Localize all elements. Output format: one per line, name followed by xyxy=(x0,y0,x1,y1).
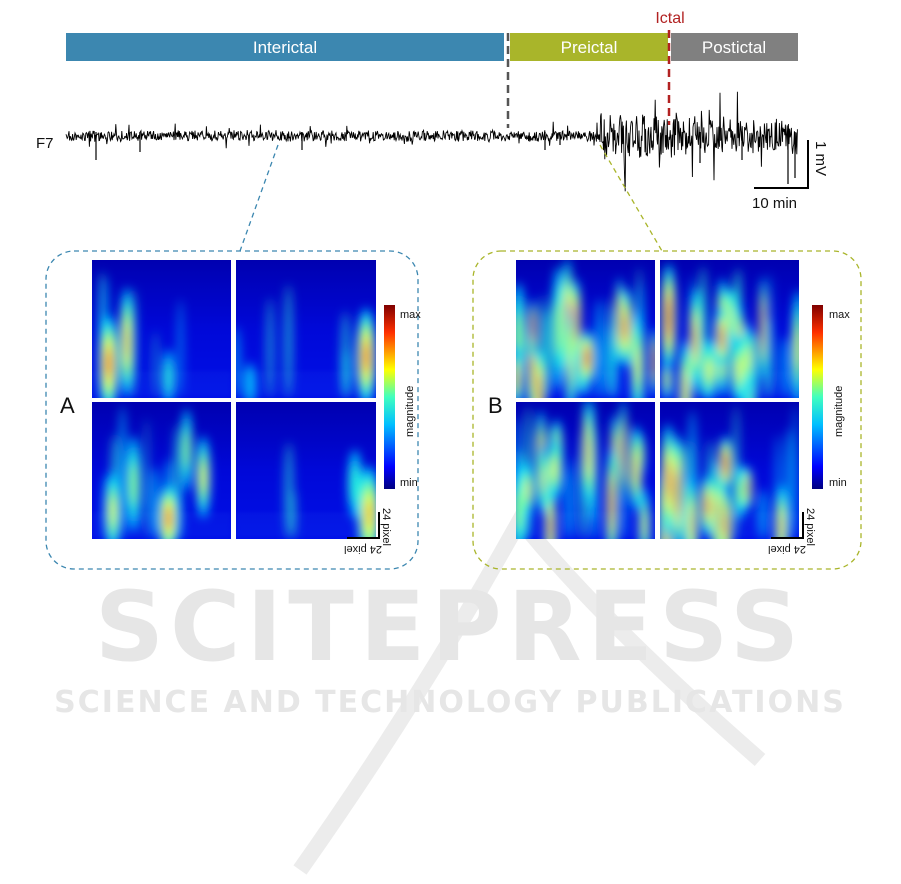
phase-bar: Interictal Preictal Postictal Ictal xyxy=(66,10,798,61)
zoom-line-preictal xyxy=(599,144,663,252)
spectrogram-tile xyxy=(516,402,655,539)
panel-a-pixel-scale-bar xyxy=(347,512,380,539)
panel-a: A max magnitude min 24 pixel 24 pixel xyxy=(45,250,421,570)
phase-ictal-label: Ictal xyxy=(655,10,684,27)
spectrogram-tile xyxy=(516,260,655,398)
panel-a-letter: A xyxy=(60,393,75,418)
scale-bar-lines xyxy=(754,140,809,189)
panel-a-pixel-scale-vertical: 24 pixel xyxy=(380,508,392,546)
panel-a-colorbar-min: min xyxy=(400,477,418,489)
panel-b-spectrograms xyxy=(516,260,799,539)
phase-preictal-label: Preictal xyxy=(561,38,618,57)
phase-postictal-label: Postictal xyxy=(702,38,766,57)
eeg-scale-bar: 1 mV 10 min xyxy=(752,140,829,212)
phase-preictal-segment xyxy=(510,33,668,61)
spectrogram-tile xyxy=(92,260,231,398)
panel-b-pixel-scale-vertical: 24 pixel xyxy=(804,508,816,546)
phase-interictal-segment xyxy=(66,33,504,61)
panel-a-colorbar xyxy=(384,305,395,489)
panel-b: B max magnitude min 24 pixel 24 pixel xyxy=(472,250,862,570)
panel-b-colorbar-max: max xyxy=(829,309,850,321)
panel-a-pixel-scale-horizontal: 24 pixel xyxy=(344,543,382,555)
panel-b-pixel-scale-bar xyxy=(771,512,804,539)
spectrogram-tile xyxy=(92,402,231,539)
panel-a-spectrograms xyxy=(92,260,376,539)
panel-b-letter: B xyxy=(488,393,503,418)
watermark: SCITEPRESS SCIENCE AND TECHNOLOGY PUBLIC… xyxy=(54,505,846,875)
eeg-channel-label: F7 xyxy=(36,135,54,152)
eeg-trace xyxy=(65,91,798,192)
spectrogram-background xyxy=(236,260,376,398)
panel-a-colorbar-max: max xyxy=(400,309,421,321)
scale-time-label: 10 min xyxy=(752,195,797,212)
spectrogram-tile xyxy=(660,260,799,398)
watermark-subtitle: SCIENCE AND TECHNOLOGY PUBLICATIONS xyxy=(54,685,846,720)
phase-postictal-segment xyxy=(671,33,798,61)
spectrogram-tile xyxy=(236,402,376,539)
panel-b-pixel-scale-horizontal: 24 pixel xyxy=(768,543,806,555)
panel-b-colorbar-min: min xyxy=(829,477,847,489)
scale-voltage-label: 1 mV xyxy=(812,141,829,176)
eeg-signal-line xyxy=(65,91,798,192)
panel-a-colorbar-title: magnitude xyxy=(404,386,416,437)
spectrogram-tile xyxy=(236,260,376,398)
watermark-title: SCITEPRESS xyxy=(95,571,805,683)
panel-a-frame xyxy=(45,250,419,570)
panel-b-colorbar xyxy=(812,305,823,489)
panel-b-frame xyxy=(472,250,862,570)
panel-b-colorbar-title: magnitude xyxy=(833,386,845,437)
spectrogram-tile xyxy=(660,402,799,539)
zoom-line-interictal xyxy=(239,144,279,252)
phase-interictal-label: Interictal xyxy=(253,38,317,57)
